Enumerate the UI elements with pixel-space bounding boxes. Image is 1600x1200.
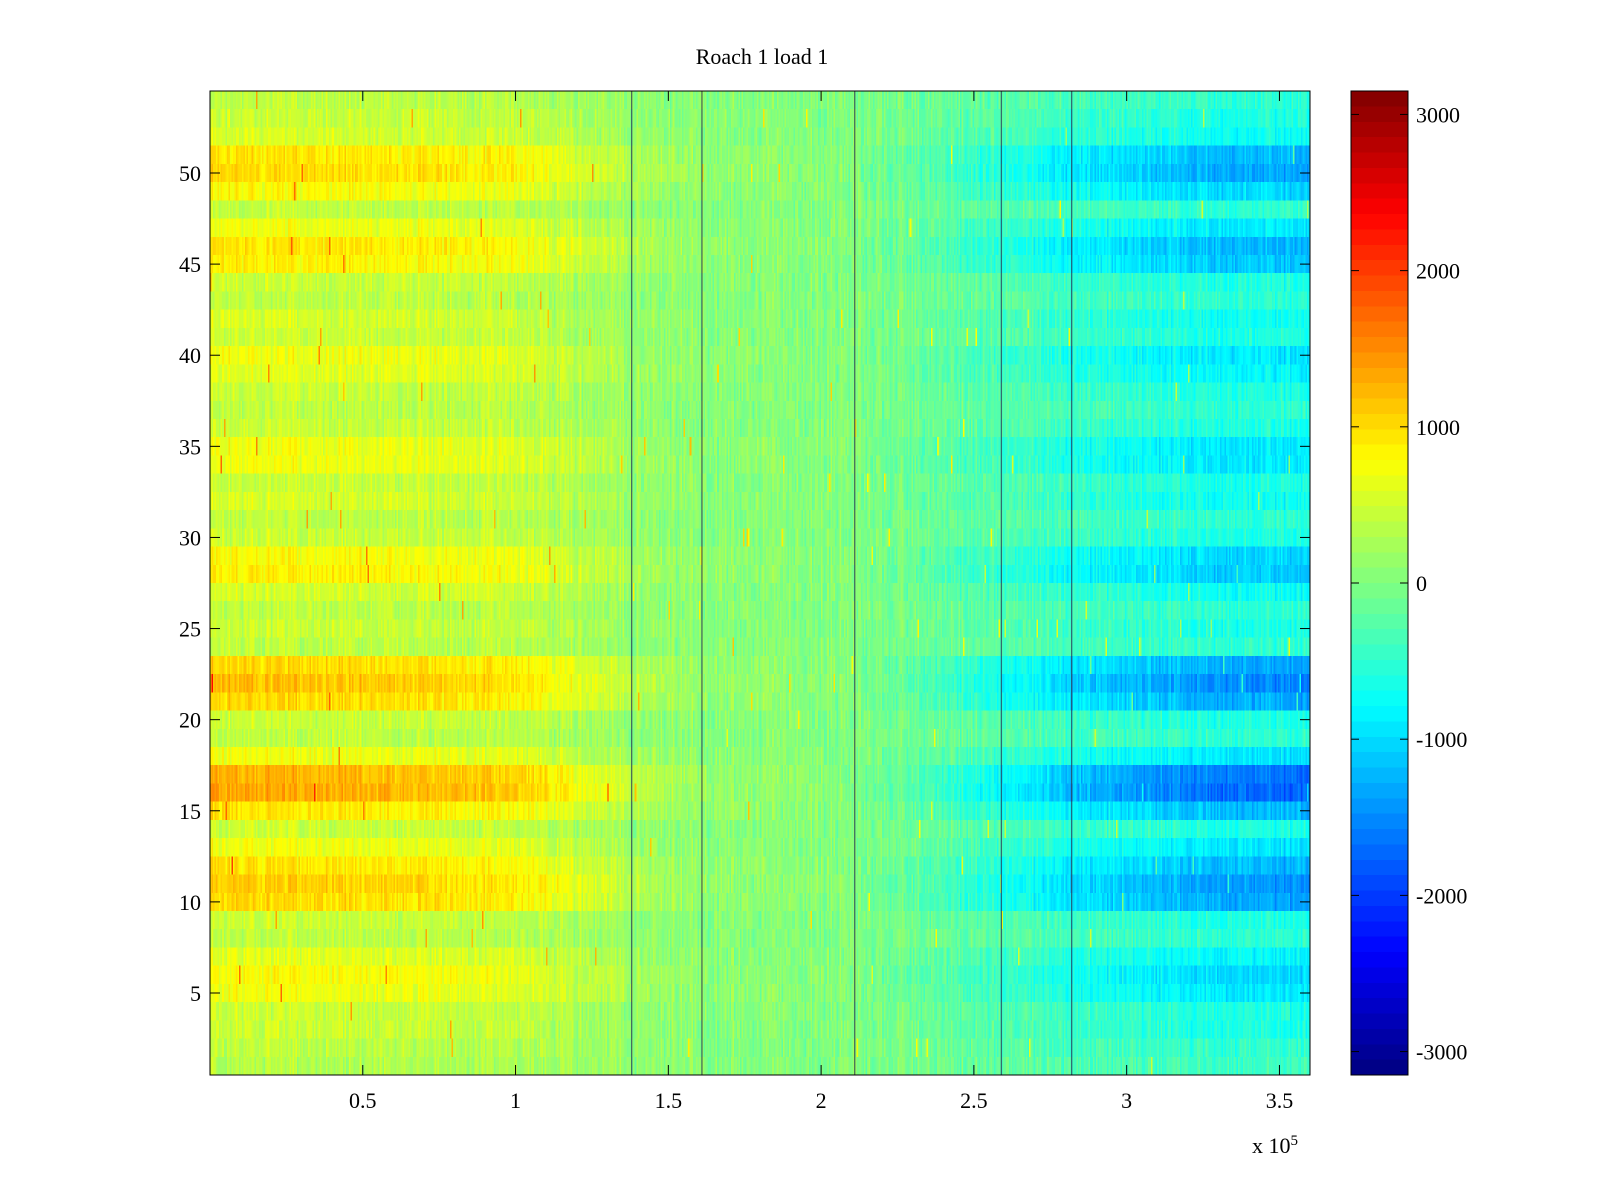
x-tick-label: 1 <box>510 1088 521 1113</box>
x-tick-label: 3 <box>1121 1088 1132 1113</box>
y-tick-label: 50 <box>179 161 201 186</box>
x-tick-label: 0.5 <box>349 1088 377 1113</box>
y-tick-label: 10 <box>179 890 201 915</box>
x-axis: 0.5 1 1.5 2 2.5 3 3.5 <box>349 91 1293 1113</box>
y-tick-label: 35 <box>179 434 201 459</box>
y-tick-label: 15 <box>179 799 201 824</box>
y-tick-label: 5 <box>190 981 201 1006</box>
y-tick-label: 20 <box>179 708 201 733</box>
x-tick-label: 2.5 <box>960 1088 988 1113</box>
colorbar-tick-label: -2000 <box>1416 883 1467 908</box>
colorbar-tick-label: 2000 <box>1416 259 1460 284</box>
colorbar-tick-label: 1000 <box>1416 415 1460 440</box>
colorbar-tick-label: 0 <box>1416 571 1427 596</box>
colorbar-tick-label: -1000 <box>1416 727 1467 752</box>
colorbar-gradient <box>1351 91 1408 1075</box>
heatmap-plot <box>209 90 1311 1076</box>
plot-frame <box>209 90 1311 1076</box>
x-exponent-power: 5 <box>1291 1133 1299 1149</box>
y-tick-label: 40 <box>179 343 201 368</box>
y-tick-label: 30 <box>179 525 201 550</box>
x-tick-label: 2 <box>816 1088 827 1113</box>
colorbar-tick-label: -3000 <box>1416 1040 1467 1065</box>
x-exponent-label: x 105 <box>1252 1133 1298 1158</box>
y-tick-label: 25 <box>179 617 201 642</box>
y-axis: 5 10 15 20 25 30 35 40 45 50 <box>179 161 1310 1006</box>
y-tick-label: 45 <box>179 252 201 277</box>
chart-title: Roach 1 load 1 <box>696 44 829 69</box>
colorbar-tick-label: 3000 <box>1416 102 1460 127</box>
x-tick-label: 1.5 <box>655 1088 683 1113</box>
heatmap-cells <box>210 91 1310 1075</box>
colorbar: 3000 2000 1000 0 -1000 -2000 -3000 <box>1350 90 1467 1076</box>
x-tick-label: 3.5 <box>1266 1088 1294 1113</box>
